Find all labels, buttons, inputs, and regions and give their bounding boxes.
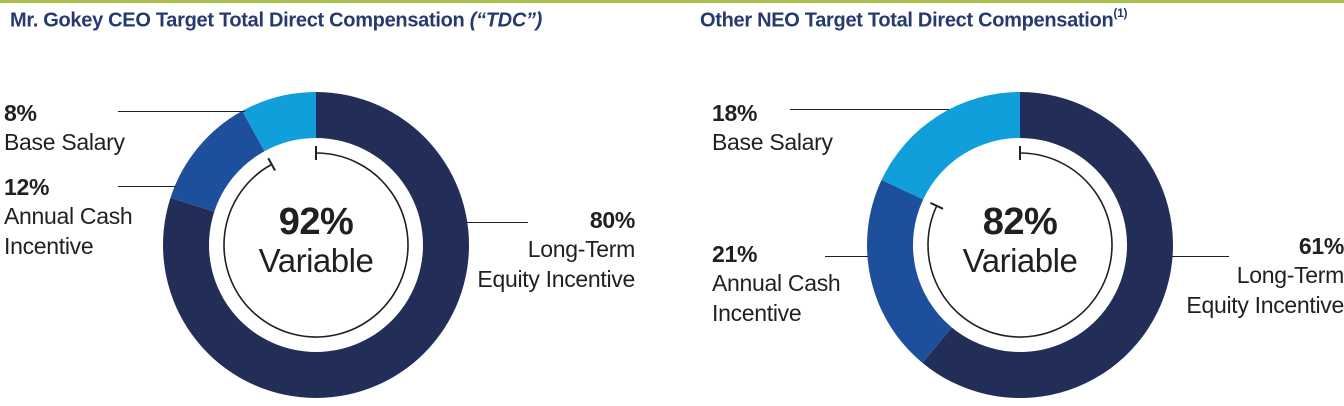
variable-share-arc: [927, 152, 1113, 338]
variable-share-arc: [223, 152, 409, 338]
segment-annual-cash-incentive: [867, 179, 952, 363]
neo-base-salary-label: Base Salary: [712, 129, 833, 155]
neo-donut-chart: [867, 92, 1173, 398]
neo-base-salary-leader-line: [790, 109, 949, 110]
ceo-base-salary-percent: 8%: [4, 100, 37, 126]
neo-long-term-leader-line: [1172, 256, 1229, 257]
ceo-chart-title-emphasis: (“TDC”): [469, 9, 543, 32]
top-accent-rule: [0, 0, 1344, 3]
ceo-long-term-percent: 80%: [589, 207, 635, 233]
ceo-chart-title: Mr. Gokey CEO Target Total Direct Compen…: [10, 8, 542, 33]
ceo-annual-cash-percent: 12%: [4, 174, 50, 200]
variable-share-arc-tick: [267, 157, 276, 171]
ceo-long-term-label-2: Equity Incentive: [477, 266, 635, 292]
neo-long-term-label-1: Long-Term: [1236, 262, 1344, 288]
ceo-base-salary-label: Base Salary: [4, 129, 125, 155]
ceo-long-term-leader-line: [467, 222, 528, 223]
segment-base-salary: [881, 92, 1020, 200]
neo-long-term-percent: 61%: [1298, 233, 1344, 259]
segment-long-term-equity-incentive: [922, 92, 1173, 398]
ceo-callout-long-term-equity: 80% Long-Term Equity Incentive: [435, 206, 635, 294]
neo-annual-cash-leader-line: [825, 256, 868, 257]
ceo-annual-cash-label-1: Annual Cash: [4, 203, 133, 229]
ceo-annual-cash-leader-line: [118, 186, 176, 187]
ceo-callout-base-salary: 8% Base Salary: [4, 99, 125, 157]
ceo-annual-cash-label-2: Incentive: [4, 233, 94, 259]
variable-share-arc-tick: [929, 201, 944, 210]
segment-base-salary: [242, 92, 316, 152]
ceo-donut-chart: [163, 92, 469, 398]
neo-chart-title-text: Other NEO Target Total Direct Compensati…: [700, 9, 1114, 32]
segment-long-term-equity-incentive: [163, 92, 469, 398]
neo-annual-cash-percent: 21%: [712, 241, 758, 267]
segment-annual-cash-incentive: [170, 110, 265, 212]
neo-callout-long-term-equity: 61% Long-Term Equity Incentive: [1144, 232, 1344, 320]
neo-chart-title: Other NEO Target Total Direct Compensati…: [700, 6, 1128, 33]
neo-annual-cash-label-1: Annual Cash: [712, 270, 841, 296]
neo-callout-base-salary: 18% Base Salary: [712, 99, 833, 157]
neo-long-term-label-2: Equity Incentive: [1186, 292, 1344, 318]
ceo-base-salary-leader-line: [118, 111, 245, 112]
neo-base-salary-percent: 18%: [712, 100, 758, 126]
ceo-chart-title-text: Mr. Gokey CEO Target Total Direct Compen…: [10, 9, 470, 32]
neo-annual-cash-label-2: Incentive: [712, 300, 802, 326]
neo-callout-annual-cash: 21% Annual Cash Incentive: [712, 240, 841, 328]
ceo-long-term-label-1: Long-Term: [527, 236, 636, 262]
ceo-callout-annual-cash: 12% Annual Cash Incentive: [4, 173, 133, 261]
neo-chart-title-superscript: (1): [1113, 6, 1128, 20]
